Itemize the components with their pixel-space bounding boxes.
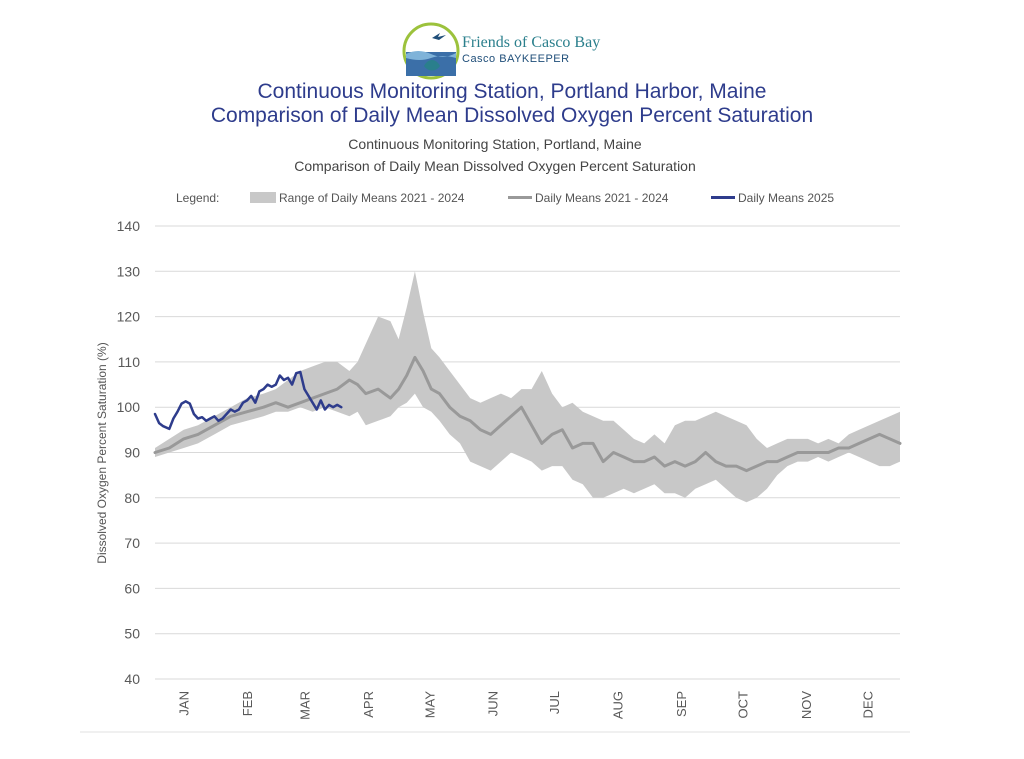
y-tick-label: 130 [117,263,141,279]
y-tick-label: 80 [124,490,140,506]
y-tick-label: 90 [124,445,140,461]
y-tick-label: 60 [124,580,140,596]
legend: Legend: Range of Daily Means 2021 - 2024… [176,191,834,205]
x-tick-label: APR [361,691,376,718]
x-tick-label: FEB [240,691,255,716]
chart-subtitle-line2: Comparison of Daily Mean Dissolved Oxyge… [294,158,696,174]
chart-subtitle-line1: Continuous Monitoring Station, Portland,… [348,136,642,152]
x-tick-label: AUG [611,691,626,719]
y-axis-label: Dissolved Oxygen Percent Saturation (%) [95,342,109,563]
y-tick-label: 40 [124,671,140,687]
chart-title-line1: Continuous Monitoring Station, Portland … [257,80,767,103]
x-tick-label: MAY [422,691,437,719]
friends-of-casco-bay-logo: Friends of Casco Bay Casco BAYKEEPER [402,22,642,80]
logo-emblem-icon [402,22,460,80]
x-tick-label: DEC [860,691,875,718]
legend-2025-label: Daily Means 2025 [738,191,834,205]
x-tick-label: MAR [297,691,312,720]
x-tick-label: SEP [674,691,689,717]
mean-line-2021-2024 [153,355,902,473]
chart-title-line2: Comparison of Daily Mean Dissolved Oxyge… [210,104,814,127]
x-tick-label: JUN [486,691,501,716]
x-tick-label: JAN [177,691,192,716]
y-tick-label: 110 [118,354,141,370]
y-tick-label: 100 [117,399,141,415]
x-tick-label: OCT [735,691,750,719]
logo-subname: Casco BAYKEEPER [462,53,570,65]
range-band-2021-2024 [155,271,900,503]
logo-name: Friends of Casco Bay [462,34,601,51]
legend-mean-label: Daily Means 2021 - 2024 [535,191,669,205]
x-tick-label: JUL [547,691,562,714]
y-tick-label: 140 [117,218,141,234]
legend-range-swatch [250,192,276,203]
y-tick-label: 70 [124,535,140,551]
y-tick-label: 120 [117,309,141,325]
legend-title: Legend: [176,191,219,205]
legend-range-label: Range of Daily Means 2021 - 2024 [279,191,465,205]
x-tick-label: NOV [799,691,814,720]
y-tick-label: 50 [124,626,140,642]
daily-means-2025-line [153,370,343,431]
